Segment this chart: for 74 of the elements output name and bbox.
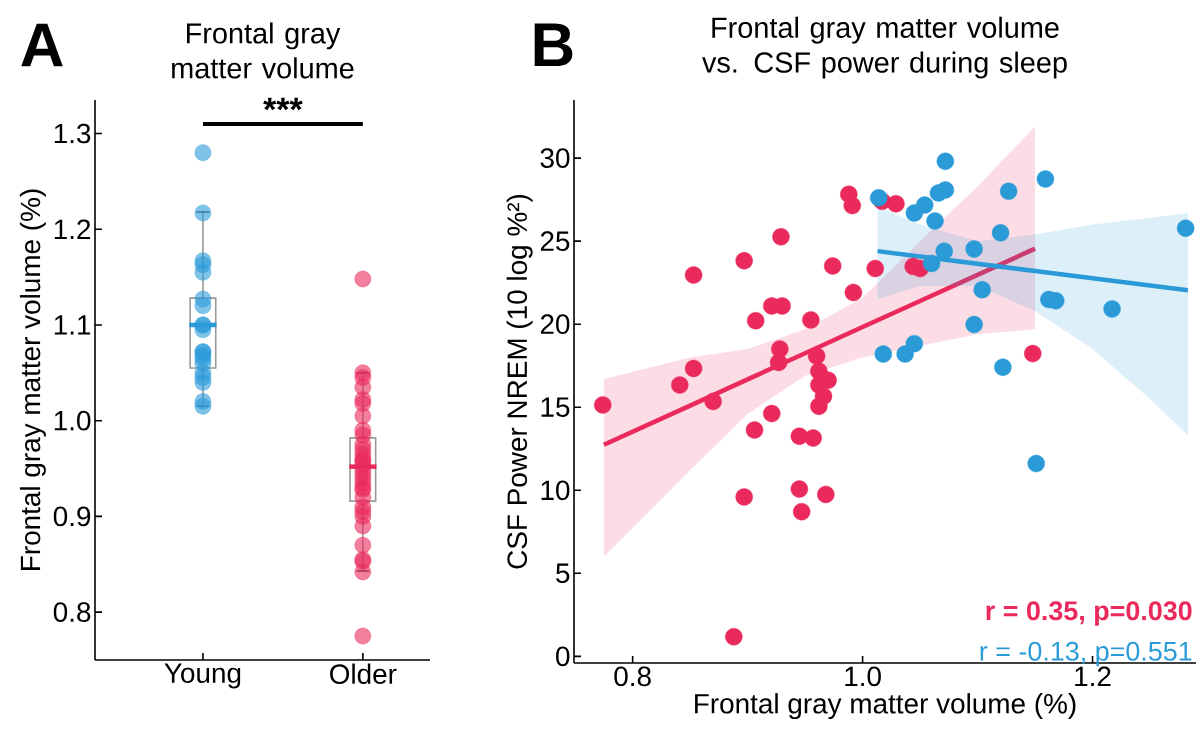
point [769, 353, 788, 372]
point [965, 240, 983, 258]
y-axis-title: Frontal gray matter volume (%) [19, 189, 46, 570]
point [735, 488, 753, 506]
y-tick-label: 0 [556, 646, 570, 667]
point [887, 195, 905, 213]
point [671, 376, 689, 394]
point [935, 242, 953, 260]
text: B [534, 23, 573, 67]
point [1103, 300, 1121, 318]
point [772, 228, 790, 246]
y-tick-label: 5 [556, 563, 570, 584]
text: A [21, 23, 63, 67]
y-axis-title: CSF Power NREM (10 log %²) [506, 194, 533, 569]
point [915, 196, 934, 214]
point [869, 189, 888, 207]
point [973, 281, 991, 299]
point [999, 182, 1018, 201]
point [704, 392, 722, 411]
point [874, 345, 892, 363]
point [866, 259, 884, 278]
point [922, 254, 941, 273]
y-tick-label: 1.3 [54, 123, 91, 144]
point [684, 359, 703, 378]
point [810, 397, 828, 415]
point [1027, 454, 1045, 473]
point [804, 429, 822, 447]
annotation: *** [263, 97, 303, 111]
y-tick-label: 1.0 [54, 410, 91, 431]
y-tick-label: 1.2 [54, 219, 91, 239]
point [792, 503, 811, 521]
y-tick-label: 1.1 [54, 315, 91, 335]
y-tick-label: 0.8 [53, 602, 91, 622]
y-tick-label: 15 [541, 397, 570, 417]
point [763, 404, 781, 423]
point [594, 396, 612, 414]
point [1024, 344, 1042, 363]
point [746, 312, 765, 330]
chart-title: Frontal gray matter volume [172, 22, 354, 79]
y-tick-label: 10 [541, 480, 570, 501]
point [994, 358, 1012, 376]
point [1036, 170, 1055, 188]
point [844, 283, 863, 302]
point [817, 485, 835, 504]
point [725, 628, 743, 646]
point [843, 196, 861, 215]
point [735, 252, 753, 270]
x-tick-label: 1.2 [1075, 666, 1111, 686]
x-axis-title: Frontal gray matter volume (%) [695, 693, 1076, 720]
x-tick-label: 1.0 [845, 666, 881, 687]
chart-title: Frontal gray matter volume vs. CSF power during sleep [702, 16, 1067, 79]
point [991, 224, 1010, 242]
point [745, 421, 764, 439]
point [936, 152, 955, 170]
point [684, 266, 703, 284]
point [824, 257, 842, 275]
x-tick-label: Young [164, 663, 241, 689]
y-tick-label: 20 [540, 314, 570, 335]
annotation: r = 0.35, p=0.030 [986, 601, 1192, 626]
point [965, 315, 983, 334]
point [896, 345, 914, 363]
x-tick-label: Older [330, 663, 397, 684]
point [807, 347, 826, 365]
y-tick-label: 30 [540, 148, 570, 168]
annotation: r = -0.13, p=0.551 [980, 641, 1192, 667]
point [790, 480, 809, 498]
point [936, 181, 955, 199]
y-tick-label: 0.9 [53, 506, 91, 527]
point [802, 311, 820, 329]
x-tick-label: 0.8 [614, 666, 651, 687]
line-series [601, 246, 1038, 448]
point [926, 212, 944, 230]
y-tick-label: 25 [540, 231, 570, 252]
point [1176, 219, 1195, 237]
